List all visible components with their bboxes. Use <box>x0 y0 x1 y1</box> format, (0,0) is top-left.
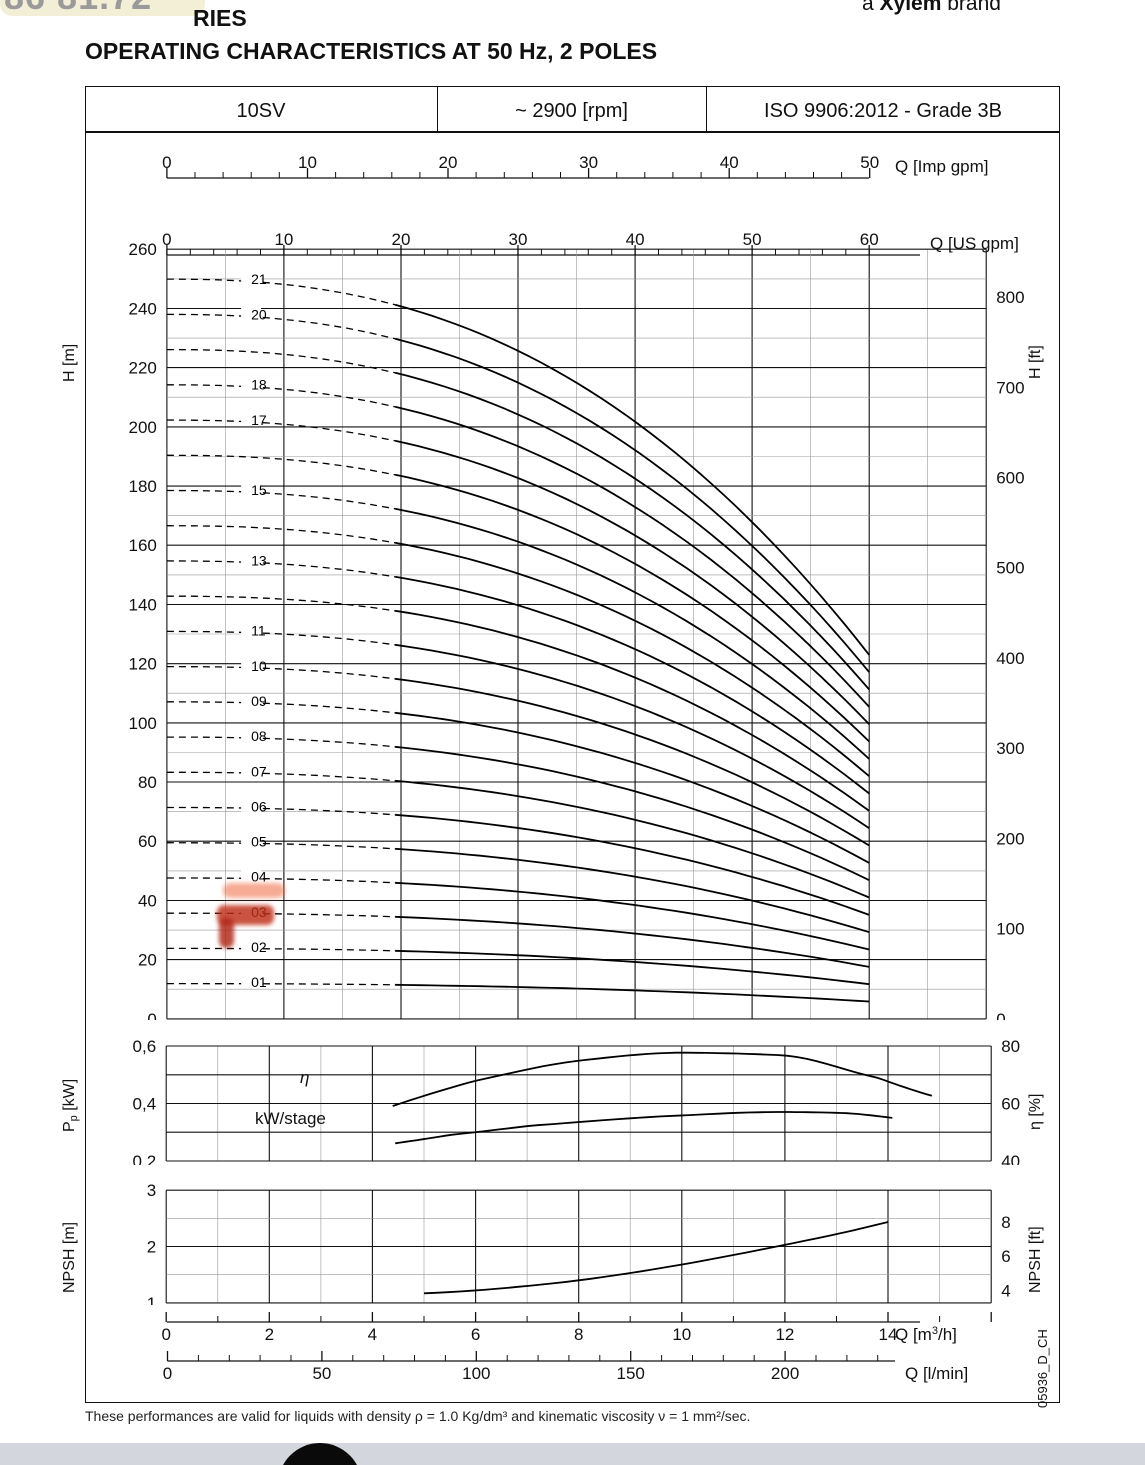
svg-text:100: 100 <box>462 1364 490 1383</box>
svg-text:50: 50 <box>312 1364 331 1383</box>
svg-text:150: 150 <box>617 1364 645 1383</box>
svg-text:200: 200 <box>771 1364 799 1383</box>
svg-text:Q [l/min]: Q [l/min] <box>905 1364 968 1383</box>
svg-text:0: 0 <box>163 1364 172 1383</box>
